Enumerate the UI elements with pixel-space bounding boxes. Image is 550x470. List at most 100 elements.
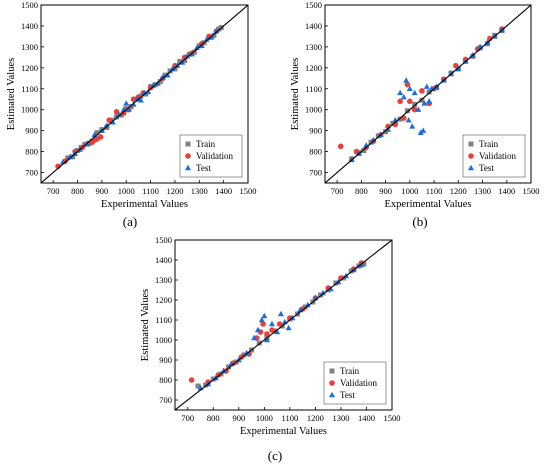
data-point-triangle xyxy=(400,93,407,100)
x-tick-label: 1000 xyxy=(401,186,418,196)
legend-label-train: Train xyxy=(340,366,360,376)
y-tick-label: 1400 xyxy=(155,255,172,265)
data-point-square xyxy=(426,89,432,95)
y-tick-label: 1500 xyxy=(155,235,172,245)
y-axis-title: Estimated Values xyxy=(140,289,151,361)
data-point-square xyxy=(468,141,474,147)
data-point-triangle xyxy=(185,164,191,171)
y-tick-label: 1300 xyxy=(305,42,322,52)
data-point-triangle xyxy=(243,349,250,356)
y-tick-label: 1100 xyxy=(305,84,322,94)
data-point-circle xyxy=(329,380,335,386)
data-point-square xyxy=(419,97,425,103)
data-point-square xyxy=(329,368,335,374)
x-tick-label: 900 xyxy=(379,186,392,196)
data-point-triangle xyxy=(263,336,270,343)
data-point-circle xyxy=(453,62,459,69)
y-tick-label: 900 xyxy=(159,355,172,365)
data-point-triangle xyxy=(406,85,413,91)
data-point-triangle xyxy=(421,100,428,106)
legend-label-validation: Validation xyxy=(479,151,516,161)
x-tick-label: 1300 xyxy=(191,186,208,196)
y-tick-label: 1000 xyxy=(305,105,322,115)
y-tick-label: 1000 xyxy=(155,335,172,345)
data-point-triangle xyxy=(134,96,141,102)
legend-label-train: Train xyxy=(479,139,499,149)
x-tick-label: 1200 xyxy=(450,186,467,196)
data-point-triangle xyxy=(403,77,410,83)
x-axis-title: Experimental Values xyxy=(101,199,188,210)
data-point-square xyxy=(118,112,124,118)
data-point-triangle xyxy=(304,301,311,308)
data-point-circle xyxy=(468,153,474,159)
legend-label-test: Test xyxy=(479,163,494,173)
data-point-circle xyxy=(113,109,120,115)
x-axis-title: Experimental Values xyxy=(240,426,327,437)
data-point-triangle xyxy=(261,312,268,319)
data-point-triangle xyxy=(411,89,418,96)
data-point-triangle xyxy=(468,164,474,171)
x-tick-label: 1000 xyxy=(256,413,273,423)
data-point-triangle xyxy=(254,326,261,333)
data-point-triangle xyxy=(137,97,144,103)
data-point-circle xyxy=(185,153,191,159)
x-tick-label: 700 xyxy=(181,413,194,423)
data-point-triangle xyxy=(258,316,265,323)
data-point-triangle xyxy=(213,27,220,34)
data-point-triangle xyxy=(405,116,412,123)
data-point-circle xyxy=(404,81,411,88)
data-point-circle xyxy=(419,88,425,94)
y-tick-label: 1300 xyxy=(21,42,38,52)
y-tick-label: 1200 xyxy=(305,63,322,73)
data-point-square xyxy=(94,130,100,136)
y-tick-label: 800 xyxy=(25,147,38,157)
x-tick-label: 900 xyxy=(96,186,109,196)
data-point-square xyxy=(226,364,232,370)
y-axis-title: Estimated Values xyxy=(6,58,17,130)
y-tick-label: 900 xyxy=(309,126,322,136)
data-point-triangle xyxy=(320,289,327,296)
reference-line xyxy=(325,5,531,183)
x-tick-label: 1400 xyxy=(215,186,232,196)
x-tick-label: 1300 xyxy=(474,186,491,196)
reference-line xyxy=(41,5,248,183)
x-tick-label: 700 xyxy=(331,186,344,196)
x-tick-label: 900 xyxy=(232,413,245,423)
data-point-triangle xyxy=(423,83,430,89)
data-point-triangle xyxy=(115,111,122,118)
data-point-triangle xyxy=(203,36,210,42)
x-tick-label: 1400 xyxy=(498,186,515,196)
data-point-triangle xyxy=(123,100,130,106)
y-tick-label: 1200 xyxy=(155,295,172,305)
x-tick-label: 1100 xyxy=(282,413,299,423)
data-point-square xyxy=(361,148,367,154)
y-tick-label: 1500 xyxy=(21,0,38,10)
data-point-circle xyxy=(337,143,344,150)
panel-label: (a) xyxy=(123,214,137,229)
y-tick-label: 1100 xyxy=(155,315,172,325)
legend-label-validation: Validation xyxy=(340,378,377,388)
data-point-triangle xyxy=(169,65,176,72)
data-point-circle xyxy=(260,321,266,327)
x-tick-label: 1500 xyxy=(523,186,540,196)
y-tick-label: 1200 xyxy=(21,63,38,73)
data-point-triangle xyxy=(370,136,377,143)
data-point-square xyxy=(82,141,88,147)
y-tick-label: 800 xyxy=(159,375,172,385)
legend-label-test: Test xyxy=(340,390,355,400)
x-tick-label: 1000 xyxy=(118,186,135,196)
data-point-triangle xyxy=(277,310,284,317)
data-point-square xyxy=(397,116,403,122)
data-point-triangle xyxy=(426,98,433,104)
data-point-circle xyxy=(106,117,112,123)
data-point-triangle xyxy=(125,106,132,112)
data-point-triangle xyxy=(220,367,227,374)
x-tick-label: 800 xyxy=(71,186,84,196)
x-tick-label: 800 xyxy=(207,413,220,423)
data-point-circle xyxy=(397,98,403,105)
data-point-triangle xyxy=(184,53,191,59)
plot-frame xyxy=(174,239,393,411)
data-point-triangle xyxy=(285,324,292,331)
y-tick-label: 900 xyxy=(25,126,38,136)
y-tick-label: 1000 xyxy=(21,105,38,115)
